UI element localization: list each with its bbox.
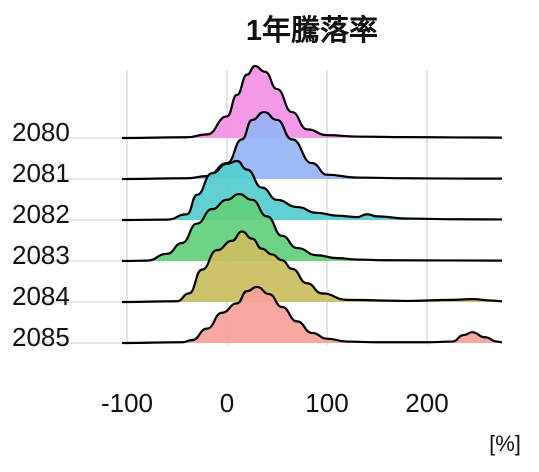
- y-tick-label: 2081: [12, 158, 70, 188]
- ridge-line-2083: [121, 192, 503, 263]
- ridge-fill-2084: [122, 231, 502, 302]
- chart-title: 1年騰落率: [246, 13, 378, 47]
- ridge-fill-2083: [122, 194, 502, 261]
- ridge-line-2080: [121, 64, 503, 140]
- x-tick-label: 200: [405, 388, 448, 418]
- y-axis-labels: 2080 2081 2082 2083 2084 2085: [12, 117, 70, 352]
- ridge-line-2082: [121, 159, 503, 222]
- x-tick-label: 100: [305, 388, 348, 418]
- ridge-fill-2082: [122, 160, 502, 220]
- ridge-fill-2081: [122, 112, 502, 179]
- y-tick-label: 2083: [12, 240, 70, 270]
- y-tick-label: 2080: [12, 117, 70, 147]
- x-tick-label: 0: [220, 388, 234, 418]
- x-axis-labels: -100 0 100 200: [101, 388, 449, 418]
- ridges: [121, 64, 503, 345]
- ridge-fill-2080: [122, 66, 502, 138]
- ridge-line-2084: [121, 230, 503, 304]
- ridge-line-2085: [121, 285, 503, 345]
- x-axis-title: [%]: [489, 431, 521, 456]
- x-tick-label: -100: [101, 388, 153, 418]
- y-tick-label: 2085: [12, 322, 70, 352]
- y-tick-label: 2084: [12, 281, 70, 311]
- y-tick-label: 2082: [12, 199, 70, 229]
- ridge-fill-2085: [122, 286, 502, 343]
